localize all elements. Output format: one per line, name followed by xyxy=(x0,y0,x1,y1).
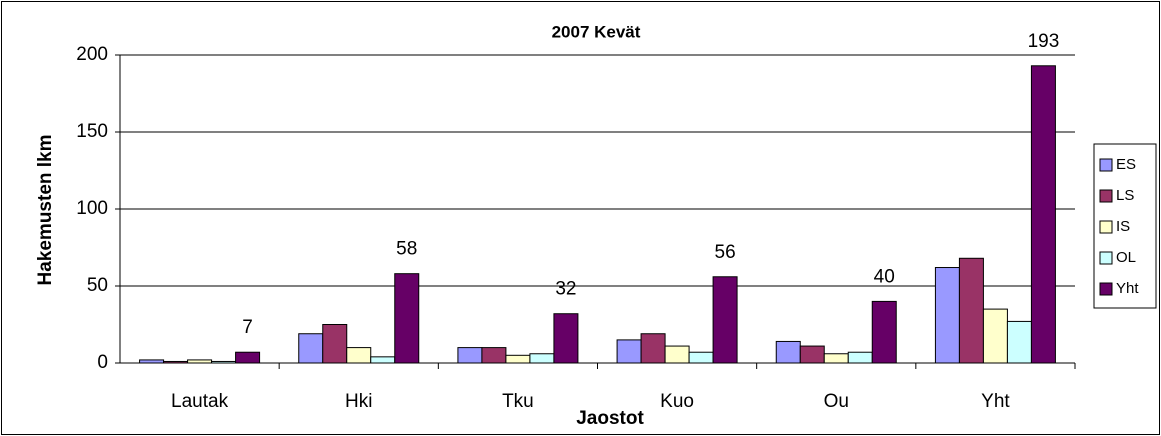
bar xyxy=(553,313,579,364)
legend-swatch xyxy=(1099,158,1113,172)
data-label: 58 xyxy=(396,239,417,260)
bar xyxy=(775,340,801,364)
legend-label: Yht xyxy=(1116,280,1139,297)
data-label: 56 xyxy=(715,242,736,263)
x-tick-label: Hki xyxy=(345,391,372,412)
bar xyxy=(712,276,738,364)
data-label: 32 xyxy=(555,279,576,300)
x-tick-label: Ou xyxy=(824,391,849,412)
legend-swatch xyxy=(1099,251,1113,265)
bar xyxy=(982,308,1008,364)
chart-title: 2007 Kevät xyxy=(552,22,641,41)
bar xyxy=(823,353,849,364)
bar xyxy=(871,300,897,364)
legend-swatch xyxy=(1099,189,1113,203)
y-tick-label: 100 xyxy=(76,198,108,219)
x-axis-label: Jaostot xyxy=(576,408,644,429)
y-tick-label: 150 xyxy=(76,121,108,142)
bar xyxy=(958,257,984,364)
data-label: 193 xyxy=(1028,31,1060,52)
y-axis-label: Hakemusten lkm xyxy=(35,134,56,285)
y-tick-label: 0 xyxy=(97,352,108,373)
legend-label: ES xyxy=(1116,156,1136,173)
bar xyxy=(235,351,261,364)
bar xyxy=(799,345,825,364)
legend-swatch xyxy=(1099,282,1113,296)
bar xyxy=(640,333,666,364)
bar xyxy=(322,324,348,364)
data-label: 40 xyxy=(874,266,895,287)
bar xyxy=(1006,320,1032,364)
bar xyxy=(370,356,396,364)
x-tick-label: Kuo xyxy=(660,391,694,412)
bar xyxy=(847,351,873,364)
bar xyxy=(163,360,189,364)
y-tick-label: 200 xyxy=(76,44,108,65)
bar xyxy=(934,267,960,364)
legend-label: IS xyxy=(1116,218,1130,235)
x-tick-label: Lautak xyxy=(171,391,229,412)
bar xyxy=(664,345,690,364)
y-tick-label: 50 xyxy=(87,275,108,296)
bar xyxy=(529,353,555,364)
bar xyxy=(394,273,420,364)
x-tick-label: Tku xyxy=(502,391,534,412)
x-tick-label: Yht xyxy=(981,391,1010,412)
bar xyxy=(1030,65,1056,364)
bar xyxy=(139,359,165,364)
legend-swatch xyxy=(1099,220,1113,234)
bar xyxy=(505,354,531,364)
bar xyxy=(298,333,324,364)
bar xyxy=(481,347,507,364)
bar xyxy=(616,339,642,364)
legend-label: LS xyxy=(1116,187,1134,204)
data-label: 7 xyxy=(242,317,253,338)
bar xyxy=(346,347,372,364)
bar xyxy=(211,360,237,364)
bar xyxy=(688,351,714,364)
bar xyxy=(457,347,483,364)
legend-label: OL xyxy=(1116,249,1136,266)
bar xyxy=(187,359,213,364)
